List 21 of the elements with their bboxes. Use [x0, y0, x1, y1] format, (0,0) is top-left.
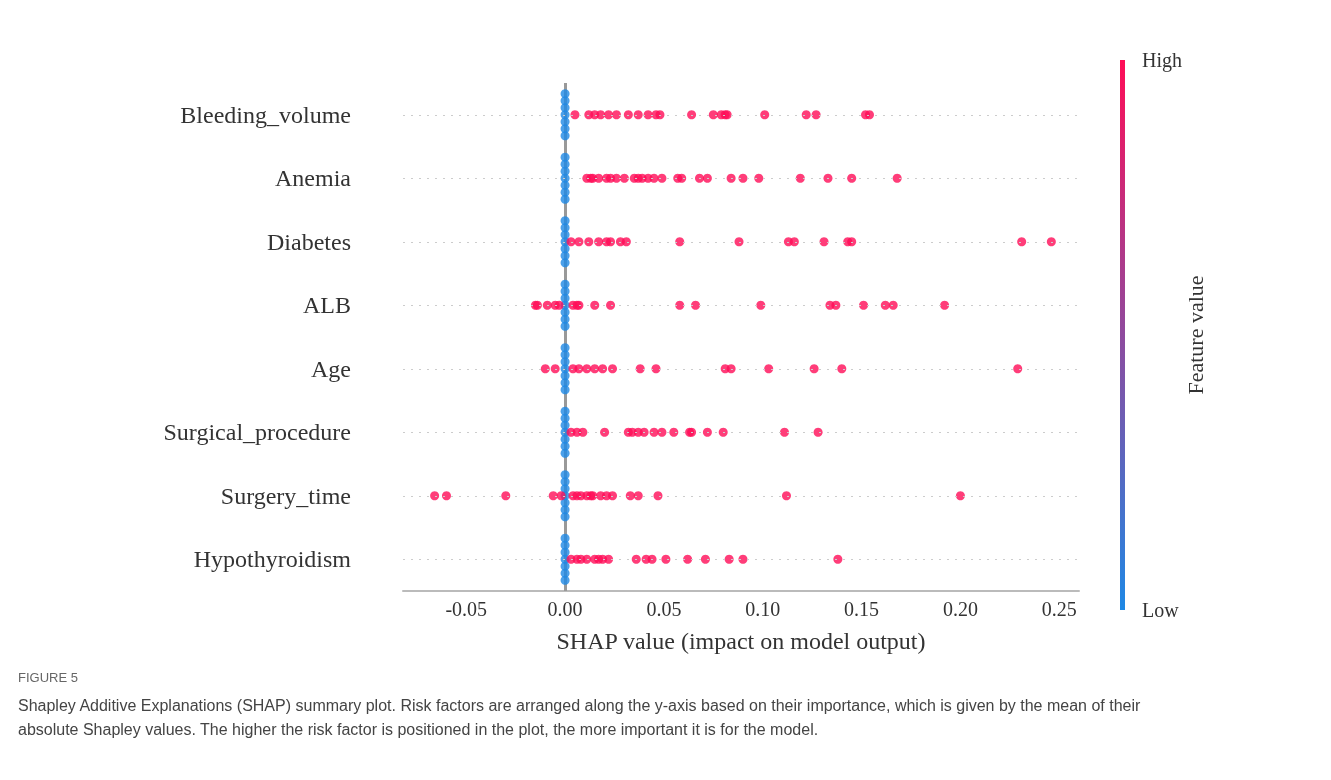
color-bar-title: Feature value	[1182, 275, 1208, 395]
x-tick-label: 0.00	[547, 598, 583, 620]
x-tick-label: 0.15	[844, 598, 880, 620]
y-tick-label: Surgical_procedure	[163, 419, 351, 446]
x-tick-label: 0.05	[646, 598, 682, 620]
y-tick-label: Age	[311, 355, 351, 382]
y-tick-label: Hypothyroidism	[193, 546, 352, 573]
y-tick-label: ALB	[303, 292, 351, 319]
color-bar-label: High	[1142, 49, 1182, 72]
caption: FIGURE 5	[18, 669, 79, 687]
y-tick-label: Surgery_time	[220, 482, 351, 509]
x-tick-label: 0.10	[745, 598, 781, 620]
y-tick-label: Diabetes	[267, 228, 351, 255]
y-tick-label: Anemia	[275, 165, 352, 192]
y-tick-label: Bleeding_volume	[180, 101, 351, 128]
text: Shapley Additive Explanations (SHAP) summary plot. Risk factors are arranged along the y-axis based on their importance, which is given by the mean of their absolute Shapley values. The higher the risk factor is positioned in the plot, the more important it is for the model.	[18, 696, 1142, 740]
color-bar-label: Low	[1142, 599, 1180, 621]
x-tick-label: -0.05	[445, 598, 488, 620]
x-tick-label: 0.25	[1041, 598, 1077, 620]
x-tick-label: 0.20	[942, 598, 978, 620]
x-axis-title: SHAP value (impact on model output)	[556, 628, 926, 654]
